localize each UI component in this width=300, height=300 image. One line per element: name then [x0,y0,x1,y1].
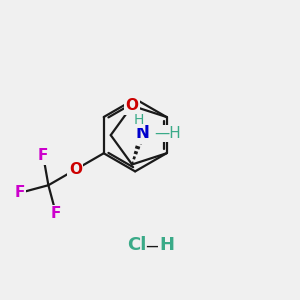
Text: H: H [134,113,144,127]
Text: H: H [159,236,174,254]
Text: —: — [145,237,163,255]
Text: F: F [38,148,48,164]
Text: N: N [135,124,149,142]
Text: —H: —H [154,126,182,141]
Text: F: F [51,206,61,221]
Text: O: O [69,162,82,177]
Text: Cl: Cl [127,236,146,254]
Text: O: O [126,98,139,113]
Text: F: F [14,185,25,200]
